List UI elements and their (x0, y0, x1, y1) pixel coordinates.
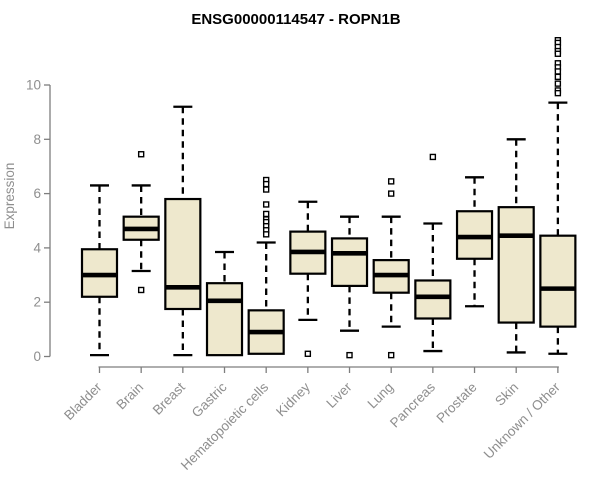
boxplot-liver (330, 215, 369, 359)
boxplot-series (80, 37, 577, 359)
iqr-box (330, 237, 369, 288)
x-category-label-unknown-other: Unknown / Other (481, 379, 564, 462)
x-category-label-breast: Breast (150, 379, 188, 417)
chart-title: ENSG00000114547 - ROPN1B (191, 11, 400, 28)
y-axis-label: Expression (2, 163, 17, 230)
y-axis: 0 2 4 6 8 10 (26, 78, 51, 364)
y-tick-label: 4 (33, 240, 41, 255)
x-category-label-kidney: Kidney (273, 379, 313, 419)
boxplot-lung (372, 178, 410, 359)
outlier-point (387, 178, 395, 185)
y-tick-label: 2 (33, 295, 41, 310)
boxplot-kidney (289, 200, 327, 357)
outlier-point (346, 351, 353, 359)
outlier-point (262, 180, 270, 188)
boxplot-breast (164, 105, 202, 357)
boxplot-bladder (80, 184, 119, 357)
x-category-label-bladder: Bladder (61, 379, 105, 423)
outlier-point (554, 89, 562, 97)
boxplot-unknown-other (539, 37, 577, 355)
boxplot-brain (122, 151, 160, 294)
outlier-point (554, 50, 562, 57)
outlier-point (387, 190, 395, 197)
outlier-point (429, 153, 437, 161)
outlier-point (387, 351, 395, 359)
boxplot-gastric (205, 250, 244, 357)
y-tick-label: 8 (33, 132, 41, 147)
x-category-label-skin: Skin (492, 380, 521, 409)
boxplot-pancreas (414, 153, 452, 353)
outlier-point (137, 151, 145, 158)
outlier-point (304, 350, 312, 357)
y-tick-label: 10 (26, 78, 41, 93)
boxplot-hematopoietic-cells (247, 176, 285, 355)
outlier-point (554, 80, 562, 87)
iqr-box (497, 206, 535, 324)
x-category-label-lung: Lung (364, 380, 396, 412)
outlier-point (262, 186, 270, 193)
x-category-label-liver: Liver (323, 379, 355, 411)
iqr-box (164, 197, 202, 311)
boxplot-prostate (455, 176, 494, 308)
y-tick-label: 0 (33, 349, 41, 364)
x-category-label-pancreas: Pancreas (387, 379, 438, 430)
y-tick-label: 6 (33, 186, 41, 201)
outlier-point (262, 231, 270, 238)
iqr-box (539, 234, 577, 328)
x-category-label-gastric: Gastric (189, 379, 230, 420)
iqr-box (414, 279, 452, 320)
iqr-box (205, 282, 244, 357)
outlier-point (262, 210, 270, 218)
outlier-point (262, 201, 270, 208)
x-category-label-brain: Brain (113, 380, 146, 413)
boxplot-skin (497, 138, 535, 354)
outlier-point (137, 286, 145, 294)
outlier-point (554, 68, 562, 75)
outlier-point (554, 73, 562, 81)
x-category-label-prostate: Prostate (433, 380, 479, 426)
